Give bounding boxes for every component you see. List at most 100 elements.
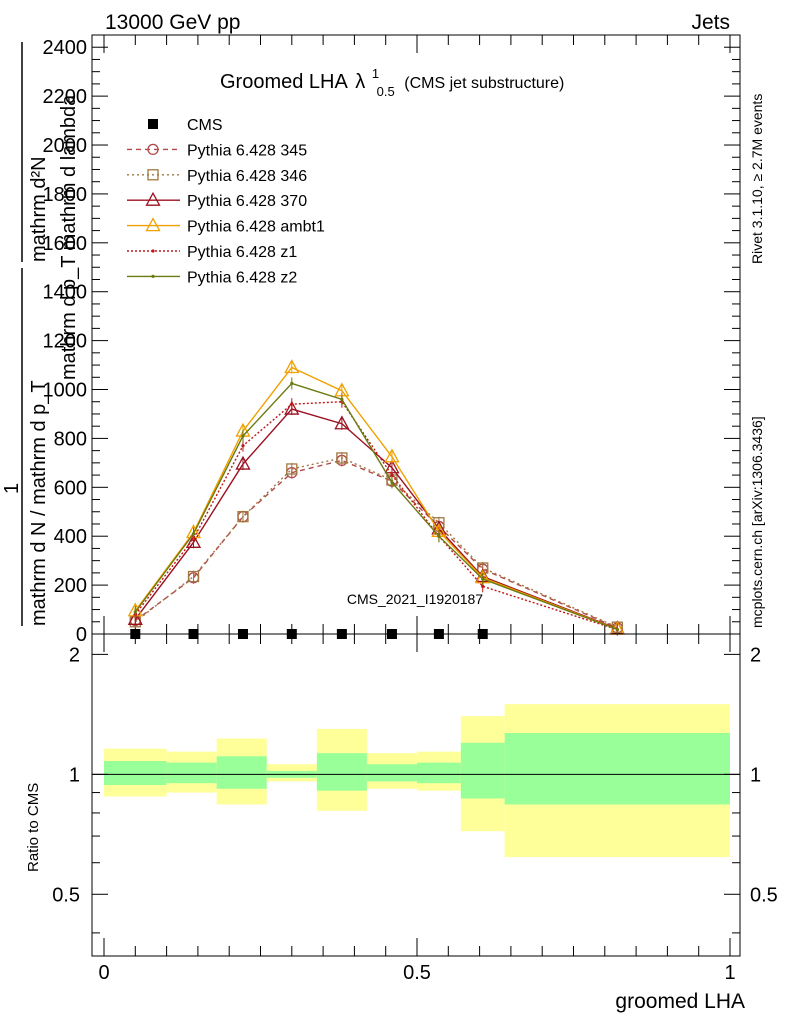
uncertainty-band-inner bbox=[417, 762, 461, 784]
legend-marker bbox=[148, 119, 158, 129]
y-axis-label: mathrm d²N mathrm d p_T mathrm d lambda … bbox=[1, 94, 80, 626]
data-point bbox=[284, 400, 300, 415]
data-point bbox=[284, 359, 300, 374]
y-tick-label: 1400 bbox=[43, 282, 88, 304]
data-point bbox=[241, 444, 245, 448]
data-point bbox=[147, 143, 159, 156]
legend-entry: Pythia 6.428 370 bbox=[127, 191, 307, 210]
data-point bbox=[187, 570, 200, 583]
data-point bbox=[185, 533, 202, 548]
data-point bbox=[237, 510, 249, 523]
uncertainty-band-inner bbox=[504, 732, 730, 805]
energy-label: 13000 GeV pp bbox=[105, 11, 240, 34]
y-tick-label: 2000 bbox=[43, 135, 88, 157]
mcplots-credit: mcplots.cern.ch [arXiv:1306.3436] bbox=[749, 416, 765, 628]
data-point bbox=[334, 415, 350, 430]
y-tick-label: 800 bbox=[54, 428, 87, 450]
legend: CMS Pythia 6.428 345 Pythia 6.428 346 Pythi… bbox=[127, 117, 325, 286]
uncertainty-band-inner bbox=[460, 742, 505, 799]
data-point bbox=[145, 217, 161, 232]
main-plot-panel: 0 200 400 600 800 1000 1200 1400 1600 1800 2000 220… bbox=[43, 34, 741, 956]
title-main: Groomed LHA bbox=[220, 71, 348, 93]
x-tick-label: 0 bbox=[98, 962, 109, 984]
data-point bbox=[133, 610, 137, 614]
data-point bbox=[147, 169, 159, 181]
legend-label: Pythia 6.428 345 bbox=[187, 142, 307, 159]
ratio-y-tick-label-right: 0.5 bbox=[750, 884, 778, 906]
ratio-y-tick-label: 0.5 bbox=[52, 884, 80, 906]
y-tick-label: 1200 bbox=[43, 331, 88, 353]
uncertainty-band-inner bbox=[366, 764, 417, 782]
y-tick-label: 200 bbox=[54, 575, 87, 597]
ylabel-top: mathrm d²N bbox=[28, 156, 50, 262]
title-sub: 0.5 bbox=[377, 84, 395, 99]
ratio-y-tick-label: 2 bbox=[69, 644, 80, 666]
process-label: Jets bbox=[691, 11, 730, 34]
y-tick-label: 400 bbox=[54, 526, 87, 548]
y-tick-label: 1800 bbox=[43, 184, 88, 206]
title-lambda: λ bbox=[355, 71, 365, 93]
x-tick-label: 1 bbox=[724, 962, 735, 984]
data-point bbox=[340, 397, 344, 401]
uncertainty-band-inner bbox=[166, 762, 217, 784]
x-tick-label: 0.5 bbox=[403, 962, 431, 984]
series-pythia-6-428-z2 bbox=[133, 377, 619, 636]
data-point bbox=[151, 249, 155, 253]
data-point bbox=[241, 434, 245, 438]
data-point bbox=[235, 455, 251, 470]
ratio-plot-panel: 0.5 0.5 1 1 2 2 Ratio to CMS bbox=[25, 633, 778, 957]
y-tick-label: 2400 bbox=[43, 37, 88, 59]
data-point bbox=[127, 610, 143, 625]
ratio-y-tick-label-right: 1 bbox=[750, 764, 761, 786]
legend-label: Pythia 6.428 370 bbox=[187, 193, 307, 210]
series-line bbox=[134, 401, 618, 631]
data-point bbox=[336, 452, 348, 464]
ratio-y-tick-label-right: 2 bbox=[750, 644, 761, 666]
ylabel-top-denominator: mathrm d p_T mathrm d lambda bbox=[58, 94, 80, 380]
y-tick-label: 0 bbox=[76, 624, 87, 646]
y-tick-label: 1600 bbox=[43, 233, 88, 255]
ratio-y-axis-label: Ratio to CMS bbox=[25, 783, 42, 872]
legend-label: Pythia 6.428 346 bbox=[187, 168, 307, 185]
ylabel-fraction-numerator: 1 bbox=[1, 483, 23, 494]
legend-label: Pythia 6.428 ambt1 bbox=[187, 219, 325, 236]
legend-entry: Pythia 6.428 346 bbox=[127, 168, 307, 185]
data-point bbox=[390, 473, 394, 477]
uncertainty-band-inner bbox=[216, 756, 267, 789]
chart-title: Groomed LHA λ 1 0.5 (CMS jet substructur… bbox=[220, 61, 564, 101]
ratio-plot-frame bbox=[91, 633, 741, 957]
data-point bbox=[615, 627, 619, 631]
legend-label: Pythia 6.428 z1 bbox=[187, 244, 297, 261]
data-point bbox=[145, 191, 161, 206]
data-point bbox=[191, 532, 196, 536]
legend-entry: Pythia 6.428 z1 bbox=[127, 244, 297, 261]
data-point bbox=[290, 402, 294, 406]
data-point bbox=[290, 381, 294, 385]
data-point bbox=[286, 463, 298, 475]
legend-label: CMS bbox=[187, 117, 223, 134]
title-sup: 1 bbox=[372, 66, 379, 81]
uncertainty-band-inner bbox=[316, 753, 367, 791]
y-tick-label: 600 bbox=[54, 477, 87, 499]
data-point bbox=[384, 448, 400, 463]
ratio-y-tick-label: 1 bbox=[69, 764, 80, 786]
title-note: (CMS jet substructure) bbox=[404, 75, 564, 92]
legend-label: Pythia 6.428 z2 bbox=[187, 269, 297, 286]
data-point bbox=[151, 274, 155, 278]
uncertainty-band-inner bbox=[104, 761, 167, 786]
legend-entry: Pythia 6.428 ambt1 bbox=[127, 217, 325, 236]
analysis-watermark: CMS_2021_I1920187 bbox=[347, 591, 483, 607]
data-point bbox=[437, 534, 441, 538]
legend-entry: Pythia 6.428 z2 bbox=[127, 269, 297, 286]
x-axis-label: groomed LHA bbox=[615, 990, 745, 1013]
y-tick-label: 1000 bbox=[43, 380, 88, 402]
legend-entry: CMS bbox=[148, 117, 223, 134]
data-point bbox=[481, 577, 485, 581]
legend-entry: Pythia 6.428 345 bbox=[127, 142, 307, 159]
data-point bbox=[481, 584, 485, 588]
data-point bbox=[390, 480, 394, 485]
y-tick-label: 2200 bbox=[43, 86, 88, 108]
rivet-version: Rivet 3.1.10, ≥ 2.7M events bbox=[749, 94, 765, 264]
ylabel-fraction-denominator: mathrm d N / mathrm d p_T bbox=[28, 380, 50, 626]
